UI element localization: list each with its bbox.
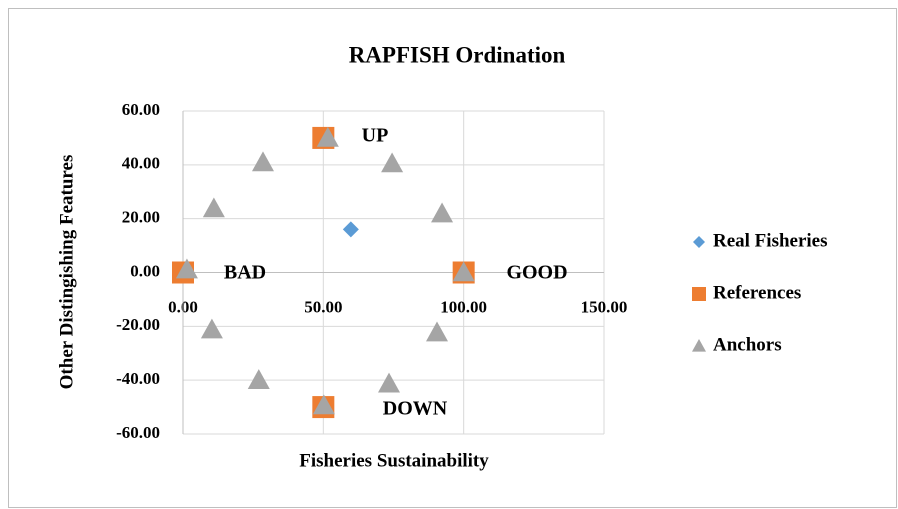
annotation: UP [362,125,389,147]
marker-triangle [202,197,225,218]
annotation: DOWN [383,398,448,420]
marker-triangle [247,369,270,389]
marker-diamond [693,236,705,248]
legend-label: Anchors [713,334,782,355]
marker-triangle [381,152,404,173]
x-axis-title: Fisheries Sustainability [299,450,489,471]
y-tick-label: 20.00 [122,208,160,227]
x-tick-label: 100.00 [440,297,487,316]
y-tick-label: -40.00 [116,369,160,388]
y-tick-label: -20.00 [116,315,160,334]
y-tick-label: 0.00 [130,261,160,280]
x-tick-label: 50.00 [304,297,342,316]
marker-triangle [378,372,401,393]
chart-title: RAPFISH Ordination [349,42,566,67]
marker-triangle [452,261,475,282]
x-tick-label: 150.00 [581,297,628,316]
marker-diamond [342,221,359,238]
marker-triangle [692,339,706,352]
annotation: BAD [224,262,266,284]
marker-square [692,287,706,301]
marker-triangle [426,321,449,342]
annotation: GOOD [506,262,567,284]
marker-triangle [251,151,274,172]
marker-triangle [175,258,198,279]
marker-triangle [200,318,223,339]
y-tick-label: 60.00 [122,100,160,119]
legend-label: References [713,282,801,303]
y-axis-title: Other Distingishing Features [56,155,77,390]
legend-label: Real Fisheries [713,230,828,251]
marker-triangle [312,394,335,415]
y-tick-label: 40.00 [122,154,160,173]
marker-triangle [316,126,339,147]
y-tick-label: -60.00 [116,423,160,442]
marker-triangle [431,202,454,223]
chart-border [8,8,897,508]
